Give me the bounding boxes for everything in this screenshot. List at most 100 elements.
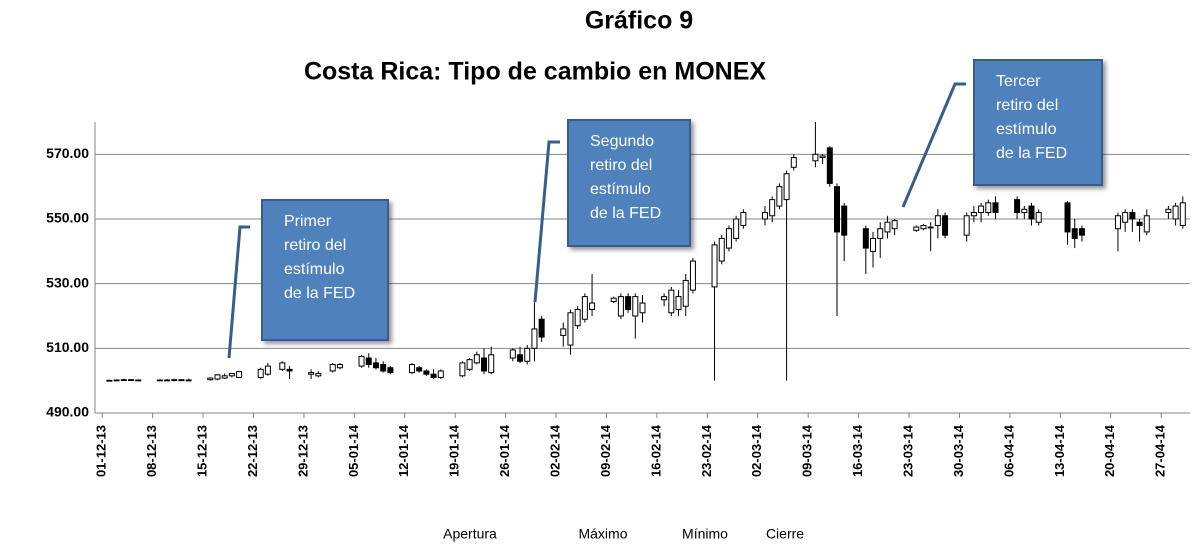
candle-body [625,296,632,311]
callout-pointer [533,140,560,303]
candle-body [336,364,343,369]
chart-subtitle: Costa Rica: Tipo de cambio en MONEX [304,58,766,86]
callout-box [973,59,1103,186]
candle-body [560,328,567,336]
callout-text: de la FED [284,285,355,302]
candle-body [610,297,617,302]
legend-label: Mínimo [682,526,728,542]
candle-body [423,370,430,375]
candle-body [1071,228,1078,239]
x-tick-label: 29-12-13 [295,425,310,477]
candle-body [877,228,884,239]
candle-body [524,347,531,362]
callout-text: estímulo [284,261,345,278]
candle-body [927,226,934,229]
x-tick-label: 19-01-14 [447,424,462,477]
callout-text: estímulo [590,181,651,198]
y-tick-label: 530.00 [46,274,89,290]
candle-body [1021,208,1028,214]
candle-body [1143,215,1150,233]
candle-body [207,377,214,381]
candle-body [689,260,696,291]
callout-box [261,199,389,341]
candle-body [135,379,142,382]
candle-body [1129,212,1136,220]
candle-body [1136,221,1143,226]
candle-body [675,296,682,311]
candle-body [761,212,768,220]
candle-body [380,364,387,372]
candle-body [264,365,271,375]
legend-label: Cierre [766,526,804,542]
candle-body [812,153,819,162]
candle-body [164,379,171,382]
callout-text: Primer [284,213,332,230]
candle-body [985,202,992,214]
callout-text: retiro del [284,237,346,254]
x-tick-label: 16-02-14 [648,424,663,477]
x-tick-label: 26-01-14 [497,424,512,477]
candle-body [408,364,415,374]
y-tick-label: 510.00 [46,339,89,355]
candle-body [128,379,135,381]
candle-body [783,173,790,201]
callout-pointer [227,225,250,359]
x-tick-label: 08-12-13 [144,425,159,477]
candle-body [567,312,574,346]
candle-body [617,296,624,317]
candle-body [711,244,718,288]
callout-text: Segundo [590,133,654,150]
candle-body [819,155,826,159]
candle-body [740,212,747,226]
candle-body [834,186,841,233]
x-tick-label: 16-03-14 [850,424,865,477]
candle-body [236,371,243,378]
callout-text: retiro del [590,157,652,174]
candle-body [639,302,646,314]
candle-body [970,212,977,217]
candle-body [257,368,264,378]
x-tick-label: 12-01-14 [396,424,411,477]
candle-body [286,368,293,372]
callout-box [567,119,691,247]
candle-body [308,372,315,375]
y-tick-label: 570.00 [46,145,89,161]
candle-body [1028,205,1035,220]
candle-body [466,359,473,370]
candle-body [841,205,848,236]
candle-body [185,379,192,382]
x-tick-label: 23-03-14 [900,424,915,477]
candle-body [473,354,480,364]
candle-body [942,215,949,236]
candle-body [531,328,538,349]
candle-body [574,309,581,327]
candle-body [315,373,322,377]
candle-body [978,205,985,214]
candle-body [365,357,372,365]
candle-body [171,379,178,381]
x-tick-label: 06-04-14 [1001,424,1016,477]
candle-body [1035,212,1042,223]
candle-body [870,237,877,252]
callout-text: de la FED [590,205,661,222]
x-tick-label: 20-04-14 [1102,424,1117,477]
candle-body [113,379,120,382]
x-tick-label: 01-12-13 [94,425,109,477]
chart-title: Gráfico 9 [585,7,693,35]
candle-body [437,370,444,378]
x-tick-label: 02-03-14 [749,424,764,477]
candle-body [992,202,999,214]
candle-body [459,362,466,377]
candle-body [963,215,970,236]
candle-body [913,226,920,231]
callout-text: estímulo [996,121,1057,138]
candle-body [372,362,379,369]
x-tick-label: 02-02-14 [547,424,562,477]
candle-body [481,357,488,372]
x-tick-label: 15-12-13 [194,425,209,477]
x-tick-label: 13-04-14 [1052,424,1067,477]
candle-body [430,373,437,378]
candle-body [156,379,163,382]
candle-body [668,289,675,314]
